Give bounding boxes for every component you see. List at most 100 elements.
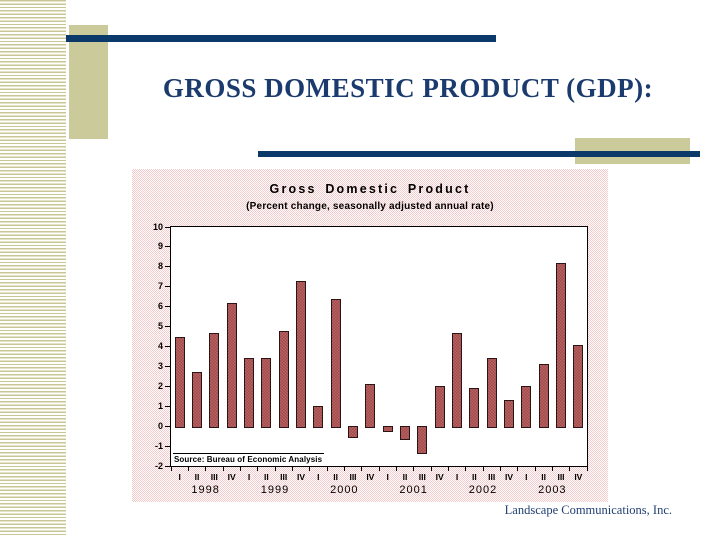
- y-tick-label: 9: [157, 241, 163, 252]
- y-tick-label: 6: [157, 301, 163, 312]
- y-tick-mark: [165, 405, 170, 407]
- x-year-label: 2003: [538, 484, 567, 496]
- bar-2001-III: [417, 426, 428, 455]
- y-tick-label: 10: [152, 221, 163, 232]
- y-tick-label: -1: [154, 440, 163, 451]
- x-tick-mark: [187, 467, 189, 471]
- y-tick-label: 1: [157, 400, 163, 411]
- y-tick-mark: [165, 465, 170, 467]
- x-quarter-label: III: [280, 472, 288, 482]
- bar-2002-I: [452, 332, 462, 429]
- x-tick-mark: [291, 467, 293, 471]
- y-tick-mark: [165, 246, 170, 248]
- bar-1998-I: [174, 336, 185, 429]
- y-tick-mark: [165, 266, 170, 268]
- bar-2000-I: [313, 406, 324, 429]
- x-tick-mark: [430, 467, 432, 471]
- bar-2001-I: [382, 426, 393, 433]
- bar-2003-II: [538, 364, 549, 429]
- x-quarter-label: IV: [435, 472, 444, 482]
- x-quarter-label: IV: [227, 472, 236, 482]
- y-tick-mark: [165, 385, 170, 387]
- x-tick-mark: [395, 467, 397, 471]
- x-tick-mark: [274, 467, 276, 471]
- y-tick-label: 4: [157, 341, 163, 351]
- gdp-bar-chart: Gross Domestic Product (Percent change, …: [132, 169, 608, 502]
- x-quarter-label: II: [263, 472, 269, 482]
- chart-subtitle: (Percent change, seasonally adjusted ann…: [246, 201, 494, 212]
- x-quarter-label: IV: [296, 472, 306, 482]
- x-tick-mark: [257, 467, 259, 471]
- x-quarter-label: II: [402, 472, 408, 482]
- x-quarter-label: II: [541, 472, 547, 482]
- bar-2001-IV: [434, 386, 445, 429]
- x-quarter-label: III: [210, 472, 218, 482]
- x-tick-mark: [482, 467, 484, 471]
- x-tick-mark: [447, 467, 449, 471]
- x-year-label: 2002: [468, 484, 498, 496]
- x-quarter-label: I: [525, 472, 528, 482]
- x-quarter-label: III: [557, 472, 565, 482]
- x-year-label: 2001: [399, 484, 428, 496]
- x-tick-mark: [309, 467, 311, 471]
- x-quarter-label: II: [333, 472, 339, 482]
- x-quarter-label: IV: [574, 472, 583, 482]
- bar-2002-IV: [504, 400, 514, 429]
- y-tick-label: 2: [157, 380, 163, 391]
- x-tick-mark: [534, 467, 536, 471]
- y-tick-label: 5: [157, 321, 163, 332]
- x-quarter-label: III: [488, 472, 496, 482]
- x-tick-mark: [170, 467, 172, 471]
- x-quarter-label: III: [349, 472, 357, 482]
- source-note: Source: Bureau of Economic Analysis: [173, 453, 325, 464]
- x-tick-mark: [239, 467, 241, 471]
- bar-2002-II: [469, 388, 480, 429]
- bar-1999-I: [244, 358, 254, 429]
- x-quarter-label: I: [455, 472, 459, 482]
- x-quarter-label: II: [471, 472, 477, 482]
- x-quarter-label: II: [194, 472, 200, 482]
- bar-2000-IV: [365, 384, 376, 429]
- y-tick-mark: [165, 226, 170, 228]
- x-tick-mark: [205, 467, 207, 471]
- slide-title: GROSS DOMESTIC PRODUCT (GDP):: [162, 73, 654, 103]
- chart-title: Gross Domestic Product: [269, 182, 471, 196]
- x-quarter-label: I: [178, 472, 181, 482]
- y-tick-mark: [165, 445, 170, 447]
- x-tick-mark: [378, 467, 380, 471]
- bar-1998-II: [192, 372, 202, 429]
- left-stripe-band: [0, 0, 66, 537]
- bar-1998-IV: [226, 302, 237, 429]
- y-tick-label: -2: [154, 460, 163, 471]
- x-tick-mark: [465, 467, 467, 471]
- x-tick-mark: [343, 467, 345, 471]
- y-tick-mark: [165, 326, 170, 328]
- accent-square-top: [69, 25, 108, 139]
- x-tick-mark: [586, 467, 588, 471]
- bar-1998-III: [209, 332, 220, 429]
- x-year-label: 1999: [260, 484, 290, 496]
- x-tick-mark: [361, 467, 363, 471]
- x-tick-mark: [499, 467, 501, 471]
- mid-rule: [258, 151, 700, 157]
- plot-area: Source: Bureau of Economic Analysis: [170, 226, 588, 467]
- footer-credit: Landscape Communications, Inc.: [504, 503, 672, 517]
- x-tick-mark: [413, 467, 415, 471]
- x-quarter-label: I: [247, 472, 251, 482]
- x-quarter-label: I: [317, 472, 320, 482]
- bar-1999-IV: [296, 280, 306, 429]
- y-tick-label: 0: [157, 420, 163, 431]
- x-quarter-label: IV: [504, 472, 514, 482]
- bar-1999-III: [278, 330, 289, 429]
- x-year-label: 1998: [191, 484, 220, 496]
- y-tick-mark: [165, 306, 170, 308]
- x-tick-mark: [222, 467, 224, 471]
- bar-2002-III: [486, 358, 497, 429]
- y-tick-mark: [165, 286, 170, 288]
- x-quarter-label: I: [386, 472, 389, 482]
- y-tick-label: 8: [157, 261, 163, 272]
- x-quarter-label: III: [418, 472, 426, 482]
- y-tick-mark: [165, 346, 170, 347]
- x-tick-mark: [551, 467, 553, 471]
- top-rule: [66, 35, 496, 42]
